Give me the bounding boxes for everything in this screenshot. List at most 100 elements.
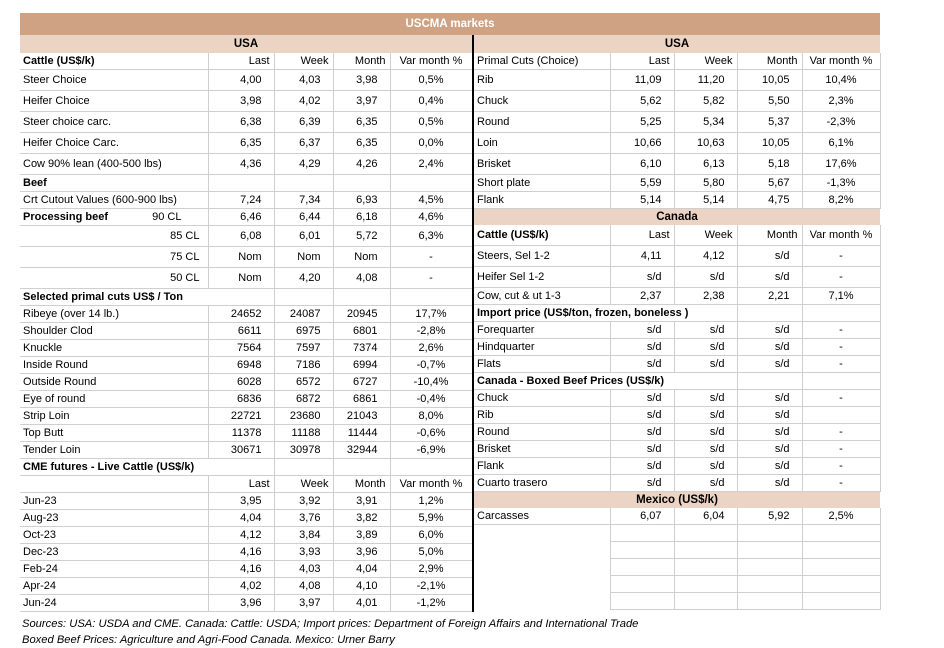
- value-cell: 6,04: [674, 508, 737, 525]
- var-cell: -2,8%: [390, 323, 472, 340]
- value-cell: 2,38: [674, 288, 737, 305]
- column-header: Last: [208, 53, 274, 70]
- table-row: Beef: [20, 175, 472, 192]
- value-cell: 6,35: [208, 133, 274, 154]
- value-cell: 4,10: [333, 578, 390, 595]
- value-cell: 6,10: [610, 154, 674, 175]
- table-row: [474, 559, 880, 576]
- value-cell: [274, 175, 333, 192]
- var-cell: -10,4%: [390, 374, 472, 391]
- row-label: 75 CL: [20, 247, 208, 268]
- column-header-label: Cattle (US$/k): [20, 53, 208, 70]
- value-cell: 23680: [274, 408, 333, 425]
- table-row: CME futures - Live Cattle (US$/k): [20, 459, 472, 476]
- var-cell: 0,5%: [390, 70, 472, 91]
- column-header: Week: [674, 53, 737, 70]
- row-label: Rib: [474, 407, 610, 424]
- value-cell: [274, 459, 333, 476]
- column-header: Var month %: [390, 53, 472, 70]
- row-label: Top Butt: [20, 425, 208, 442]
- value-cell: s/d: [674, 407, 737, 424]
- var-cell: 4,6%: [390, 209, 472, 226]
- sub-label: 90 CL: [152, 211, 207, 223]
- value-cell: 3,98: [333, 70, 390, 91]
- row-label: Outside Round: [20, 374, 208, 391]
- value-cell: s/d: [674, 322, 737, 339]
- value-cell: 4,20: [274, 268, 333, 289]
- value-cell: 4,16: [208, 561, 274, 578]
- value-cell: Nom: [274, 247, 333, 268]
- value-cell: 4,26: [333, 154, 390, 175]
- value-cell: [610, 525, 674, 542]
- var-cell: -: [802, 246, 880, 267]
- value-cell: s/d: [674, 424, 737, 441]
- value-cell: 5,14: [674, 192, 737, 209]
- table-row: [474, 576, 880, 593]
- var-cell: -: [802, 441, 880, 458]
- row-label: Feb-24: [20, 561, 208, 578]
- empty-label: [474, 576, 610, 593]
- row-label: Cuarto trasero: [474, 475, 610, 492]
- value-cell: s/d: [610, 339, 674, 356]
- country-band: Mexico (US$/k): [474, 492, 880, 509]
- value-cell: s/d: [737, 424, 802, 441]
- row-label: Cow 90% lean (400-500 lbs): [20, 154, 208, 175]
- section-label-text: Processing beef: [23, 211, 108, 223]
- var-cell: 8,2%: [802, 192, 880, 209]
- var-cell: -: [802, 390, 880, 407]
- value-cell: s/d: [737, 356, 802, 373]
- var-cell: -: [802, 339, 880, 356]
- value-cell: 10,05: [737, 70, 802, 91]
- country-band-row: Canada: [474, 209, 880, 226]
- value-cell: 4,02: [208, 578, 274, 595]
- empty-label: [474, 542, 610, 559]
- value-cell: [208, 175, 274, 192]
- section-label: Beef: [20, 175, 208, 192]
- value-cell: 6,35: [333, 133, 390, 154]
- row-label: Crt Cutout Values (600-900 lbs): [20, 192, 208, 209]
- value-cell: s/d: [674, 390, 737, 407]
- value-cell: [674, 542, 737, 559]
- var-cell: 5,0%: [390, 544, 472, 561]
- row-label: Brisket: [474, 154, 610, 175]
- var-cell: -: [802, 424, 880, 441]
- value-cell: 5,67: [737, 175, 802, 192]
- value-cell: 6,01: [274, 226, 333, 247]
- region-header-usa-left: USA: [20, 35, 472, 53]
- value-cell: 4,00: [208, 70, 274, 91]
- var-cell: 0,0%: [390, 133, 472, 154]
- region-header-usa-right: USA: [474, 35, 880, 53]
- value-cell: [674, 576, 737, 593]
- value-cell: 4,01: [333, 595, 390, 612]
- value-cell: 3,93: [274, 544, 333, 561]
- var-cell: 10,4%: [802, 70, 880, 91]
- var-cell: 8,0%: [390, 408, 472, 425]
- value-cell: 5,18: [737, 154, 802, 175]
- row-label: Loin: [474, 133, 610, 154]
- value-cell: 11,20: [674, 70, 737, 91]
- empty-label: [474, 559, 610, 576]
- value-cell: 4,75: [737, 192, 802, 209]
- value-cell: [333, 175, 390, 192]
- section-label: 90 CL Processing beef: [20, 209, 208, 226]
- sources-footer: Sources: USA: USDA and CME. Canada: Catt…: [22, 617, 880, 648]
- value-cell: 2,37: [610, 288, 674, 305]
- row-label: Knuckle: [20, 340, 208, 357]
- value-cell: [610, 542, 674, 559]
- value-cell: s/d: [610, 407, 674, 424]
- value-cell: 30978: [274, 442, 333, 459]
- var-cell: -: [802, 267, 880, 288]
- value-cell: 2,21: [737, 288, 802, 305]
